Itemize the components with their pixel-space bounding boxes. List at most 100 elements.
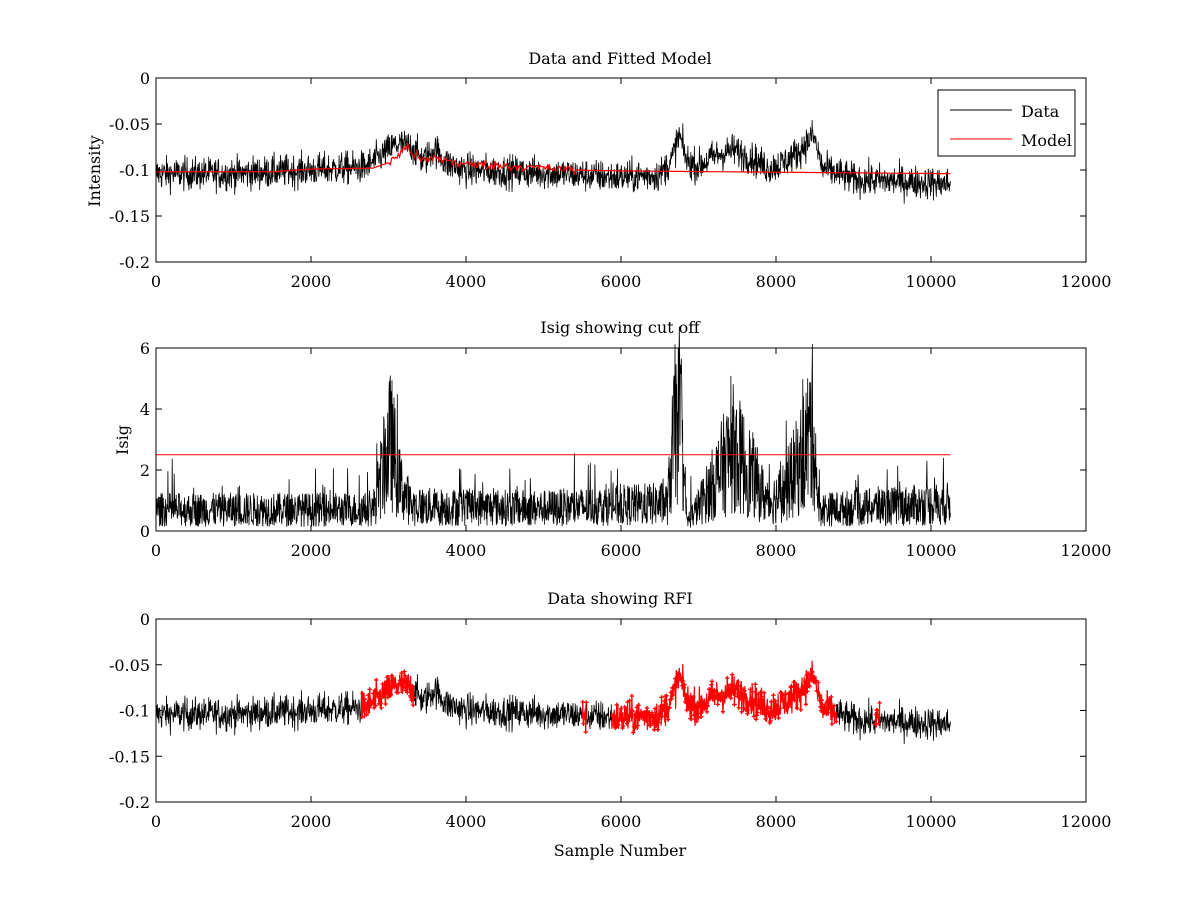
rfi-marker	[735, 680, 741, 685]
x-axis: 0 2000 4000 6000 8000 10000 12000	[151, 619, 1111, 831]
rfi-marker	[783, 691, 788, 697]
panel-data-and-fitted-model: Data and Fitted Model Intensity 0 2000 400…	[85, 49, 1111, 291]
rfi-marker	[665, 717, 671, 722]
rfi-marker	[677, 673, 682, 679]
rfi-marker	[626, 718, 631, 724]
x-tick-label: 10000	[906, 812, 957, 831]
rfi-marker	[683, 692, 689, 698]
rfi-marker	[615, 722, 621, 727]
rfi-marker	[391, 676, 396, 682]
rfi-marker	[734, 685, 739, 690]
rfi-marker	[719, 690, 724, 695]
rfi-marker	[748, 696, 754, 701]
rfi-marker	[787, 694, 793, 699]
rfi-marker	[635, 723, 640, 728]
rfi-marker	[655, 727, 661, 732]
x-tick-label: 6000	[601, 812, 642, 831]
rfi-marker	[739, 709, 744, 715]
rfi-marker	[583, 729, 588, 735]
rfi-marker	[399, 670, 404, 676]
rfi-marker	[618, 716, 623, 721]
rfi-marker	[384, 674, 390, 680]
rfi-marker	[688, 702, 694, 708]
rfi-marker	[826, 710, 831, 716]
rfi-marker	[400, 681, 405, 686]
rfi-marker	[388, 692, 393, 698]
panel-data-showing-rfi: Data showing RFI Sample Number 0 2000 4000…	[109, 589, 1111, 860]
rfi-marker	[829, 694, 834, 700]
rfi-marker	[721, 691, 726, 696]
rfi-marker	[377, 689, 383, 695]
rfi-marker	[875, 708, 880, 713]
rfi-marker	[688, 716, 693, 721]
rfi-marker	[774, 711, 779, 716]
rfi-marker	[768, 718, 773, 724]
rfi-marker	[696, 715, 701, 720]
rfi-marker	[629, 693, 635, 699]
rfi-marker	[812, 674, 817, 680]
rfi-marker	[372, 688, 378, 693]
rfi-marker	[634, 711, 639, 716]
rfi-marker	[828, 701, 833, 706]
y-tick-label: -0.15	[109, 747, 150, 766]
rfi-marker	[584, 700, 589, 705]
rfi-marker	[621, 718, 627, 723]
rfi-marker	[745, 711, 750, 716]
y-tick-label: 0	[140, 610, 150, 629]
x-tick-label: 2000	[291, 812, 332, 831]
rfi-marker	[704, 700, 709, 706]
rfi-marker	[769, 699, 774, 704]
rfi-marker	[624, 721, 630, 726]
rfi-marker	[680, 678, 686, 684]
rfi-marker	[381, 686, 386, 692]
rfi-marker	[704, 709, 710, 715]
rfi-marker	[663, 701, 669, 707]
rfi-marker	[790, 695, 796, 701]
x-tick-label: 6000	[601, 541, 642, 560]
rfi-marker	[411, 695, 417, 700]
rfi-marker	[669, 696, 674, 701]
rfi-marker	[652, 706, 658, 711]
plot-area	[155, 660, 951, 745]
rfi-marker	[657, 711, 663, 716]
rfi-marker	[756, 705, 762, 711]
y-axis: 0 2 4 6	[140, 339, 1086, 541]
rfi-marker	[751, 714, 757, 719]
rfi-marker	[829, 721, 835, 727]
rfi-marker	[664, 693, 669, 698]
y-tick-label: -0.05	[109, 115, 150, 134]
rfi-marker	[759, 694, 765, 699]
rfi-marker	[379, 705, 384, 711]
rfi-marker	[373, 703, 378, 708]
y-axis: -0.2 -0.15 -0.1 -0.05 0	[109, 610, 1086, 812]
rfi-marker	[834, 719, 839, 724]
rfi-marker	[689, 699, 695, 704]
x-tick-label: 4000	[446, 812, 487, 831]
x-axis-label: Sample Number	[554, 841, 687, 860]
rfi-marker	[614, 702, 619, 708]
rfi-marker	[627, 698, 632, 703]
x-tick-label: 2000	[291, 272, 332, 291]
rfi-marker	[733, 683, 739, 688]
rfi-marker	[758, 701, 764, 706]
rfi-marker	[405, 690, 410, 695]
rfi-marker	[796, 693, 801, 699]
rfi-marker	[374, 677, 379, 683]
rfi-marker	[623, 706, 629, 711]
rfi-marker	[772, 698, 778, 703]
rfi-marker	[582, 710, 588, 716]
rfi-marker	[815, 689, 820, 694]
rfi-marker	[715, 702, 721, 707]
rfi-marker	[695, 700, 700, 706]
x-tick-label: 0	[151, 272, 161, 291]
rfi-marker	[709, 682, 714, 688]
rfi-marker	[400, 677, 406, 683]
rfi-marker	[691, 695, 696, 700]
rfi-marker	[750, 689, 755, 695]
rfi-marker	[742, 688, 747, 693]
rfi-marker	[820, 702, 825, 707]
rfi-marker	[803, 679, 808, 684]
rfi-marker	[375, 694, 380, 699]
rfi-marker	[795, 705, 800, 711]
